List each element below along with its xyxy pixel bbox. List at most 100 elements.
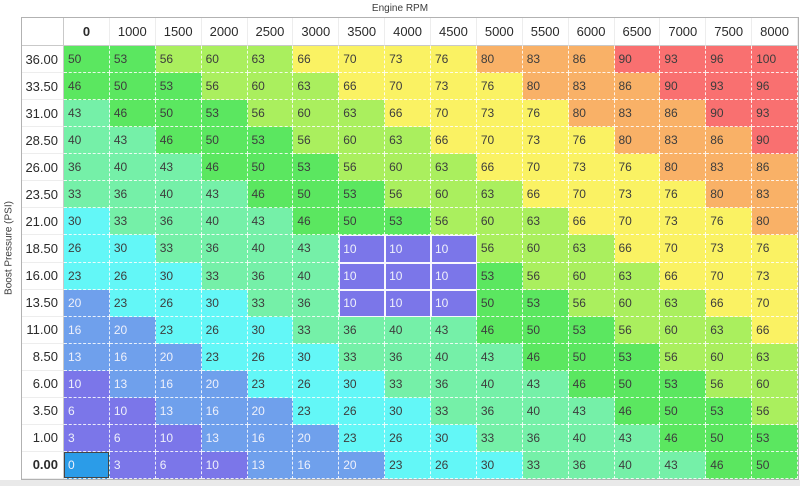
grid-cell[interactable]: 50 [339,208,386,236]
row-header[interactable]: 16.00 [22,262,64,290]
grid-cell[interactable]: 70 [522,154,569,182]
grid-cell[interactable]: 43 [155,154,202,182]
grid-cell[interactable]: 30 [155,262,202,290]
grid-cell[interactable]: 23 [385,451,431,479]
row-header[interactable]: 28.50 [22,127,64,155]
grid-cell[interactable]: 76 [568,127,615,155]
grid-cell[interactable]: 13 [247,451,294,479]
grid-cell[interactable]: 50 [476,289,523,317]
column-header[interactable]: 4500 [431,18,477,46]
grid-cell[interactable]: 53 [476,262,523,290]
row-header[interactable]: 0.00 [22,451,64,479]
grid-cell[interactable]: 40 [431,343,477,371]
grid-cell[interactable]: 90 [614,46,661,74]
grid-cell[interactable]: 73 [568,154,615,182]
grid-cell[interactable]: 46 [706,451,753,479]
grid-cell[interactable]: 63 [660,289,707,317]
grid-cell[interactable]: 86 [752,154,798,182]
column-header[interactable]: 6500 [614,18,661,46]
grid-cell[interactable]: 26 [385,424,431,452]
grid-cell[interactable]: 43 [568,397,615,425]
grid-cell[interactable]: 60 [522,235,569,263]
grid-cell[interactable]: 56 [752,397,798,425]
grid-cell[interactable]: 60 [476,208,523,236]
grid-cell[interactable]: 66 [752,316,798,344]
grid-cell[interactable]: 63 [706,316,753,344]
column-header[interactable]: 1000 [109,18,156,46]
grid-cell[interactable]: 56 [660,343,707,371]
column-header[interactable]: 5000 [476,18,523,46]
grid-cell[interactable]: 0 [64,451,110,479]
grid-cell[interactable]: 73 [522,127,569,155]
grid-cell[interactable]: 33 [201,262,248,290]
grid-cell[interactable]: 53 [247,127,294,155]
grid-cell[interactable]: 43 [660,451,707,479]
grid-cell[interactable]: 93 [752,100,798,128]
grid-cell[interactable]: 70 [614,208,661,236]
column-header[interactable]: 1500 [155,18,202,46]
grid-cell[interactable]: 33 [339,343,386,371]
grid-cell[interactable]: 13 [155,397,202,425]
grid-cell[interactable]: 53 [614,343,661,371]
grid-cell[interactable]: 60 [568,262,615,290]
grid-cell[interactable]: 80 [522,73,569,101]
grid-cell[interactable]: 10 [339,262,386,290]
grid-cell[interactable]: 40 [155,181,202,209]
grid-cell[interactable]: 13 [64,343,110,371]
grid-cell[interactable]: 30 [64,208,110,236]
grid-cell[interactable]: 20 [201,370,248,398]
grid-cell[interactable]: 33 [522,451,569,479]
column-header[interactable]: 4000 [385,18,431,46]
grid-cell[interactable]: 33 [293,316,340,344]
grid-cell[interactable]: 73 [614,181,661,209]
grid-cell[interactable]: 53 [201,100,248,128]
grid-cell[interactable]: 30 [201,289,248,317]
grid-cell[interactable]: 80 [660,154,707,182]
grid-cell[interactable]: 30 [385,397,431,425]
grid-cell[interactable]: 40 [614,451,661,479]
grid-cell[interactable]: 83 [660,127,707,155]
grid-cell[interactable]: 63 [752,343,798,371]
grid-cell[interactable]: 93 [706,73,753,101]
grid-cell[interactable]: 70 [385,73,431,101]
grid-cell[interactable]: 36 [431,370,477,398]
grid-cell[interactable]: 23 [201,343,248,371]
grid-cell[interactable]: 56 [476,235,523,263]
grid-cell[interactable]: 23 [64,262,110,290]
grid-cell[interactable]: 93 [660,46,707,74]
grid-cell[interactable]: 43 [247,208,294,236]
grid-cell[interactable]: 56 [293,127,340,155]
row-header[interactable]: 8.50 [22,343,64,371]
grid-cell[interactable]: 46 [293,208,340,236]
grid-cell[interactable]: 80 [568,100,615,128]
grid-cell[interactable]: 6 [109,424,156,452]
grid-cell[interactable]: 36 [247,262,294,290]
grid-cell[interactable]: 36 [568,451,615,479]
grid-cell[interactable]: 70 [476,127,523,155]
grid-cell[interactable]: 36 [385,343,431,371]
grid-cell[interactable]: 76 [752,235,798,263]
grid-cell[interactable]: 76 [614,154,661,182]
grid-cell[interactable]: 40 [522,397,569,425]
grid-cell[interactable]: 66 [476,154,523,182]
grid-cell[interactable]: 16 [64,316,110,344]
row-header[interactable]: 1.00 [22,424,64,452]
grid-cell[interactable]: 23 [109,289,156,317]
grid-cell[interactable]: 50 [614,370,661,398]
grid-cell[interactable]: 66 [614,235,661,263]
grid-cell[interactable]: 53 [660,370,707,398]
grid-cell[interactable]: 66 [339,73,386,101]
grid-cell[interactable]: 46 [568,370,615,398]
grid-cell[interactable]: 36 [293,289,340,317]
grid-cell[interactable]: 16 [109,343,156,371]
grid-cell[interactable]: 70 [706,262,753,290]
grid-cell[interactable]: 26 [109,262,156,290]
grid-cell[interactable]: 36 [522,424,569,452]
grid-cell[interactable]: 16 [155,370,202,398]
grid-cell[interactable]: 63 [568,235,615,263]
grid-cell[interactable]: 70 [660,235,707,263]
grid-cell[interactable]: 56 [201,73,248,101]
grid-cell[interactable]: 10 [64,370,110,398]
grid-cell[interactable]: 50 [568,343,615,371]
grid-cell[interactable]: 76 [522,100,569,128]
